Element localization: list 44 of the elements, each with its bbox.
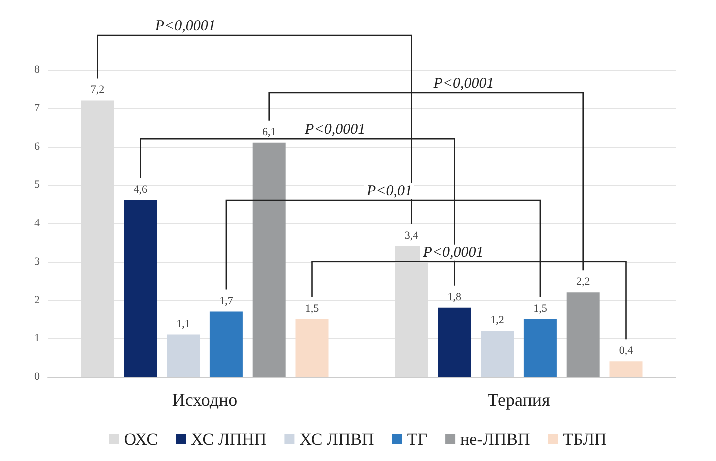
data-label: 0,4: [619, 345, 634, 358]
y-tick-label: 4: [34, 218, 40, 230]
bar: [124, 200, 158, 377]
bar: [566, 292, 600, 377]
annotation: P<0,01: [366, 183, 413, 200]
y-tick-label: 2: [34, 294, 40, 306]
legend-label: не-ЛПВП: [460, 430, 530, 449]
y-tick-label: 6: [34, 140, 40, 153]
bar: [481, 330, 514, 377]
y-tick-label: 7: [34, 102, 40, 114]
bar: [210, 312, 243, 377]
x-tick-label: Терапия: [488, 390, 550, 410]
bar: [167, 334, 200, 377]
legend-label: ХС ЛПНП: [191, 430, 267, 449]
annotation: P<0,0001: [432, 76, 494, 92]
legend-label: ТБЛП: [563, 430, 607, 449]
annotation: P<0,0001: [304, 122, 366, 138]
bar: [524, 319, 557, 377]
legend-label: ТГ: [407, 430, 428, 449]
data-label: 1,5: [534, 302, 548, 315]
data-label: 1,7: [220, 295, 234, 308]
x-tick-label: Исходно: [172, 390, 238, 410]
bar: [610, 362, 643, 377]
bar: [438, 308, 472, 377]
data-label: 7,2: [90, 84, 105, 96]
y-tick-label: 3: [34, 256, 40, 268]
y-tick-label: 1: [34, 332, 40, 345]
data-label: 1,1: [176, 318, 190, 330]
legend-label: ОХС: [124, 430, 158, 449]
data-label: 6,1: [262, 126, 276, 138]
y-tick-label: 0: [34, 371, 40, 383]
y-tick-label: 5: [34, 179, 40, 192]
bar: [252, 142, 286, 377]
data-label: 4,6: [134, 184, 148, 196]
text: P<0,0001: [154, 18, 216, 34]
y-tick-label: 8: [34, 64, 40, 76]
bar: [296, 319, 329, 377]
data-label: 1,5: [305, 302, 320, 315]
annotation: P<0,0001: [422, 244, 484, 261]
data-label: 2,2: [576, 276, 590, 288]
data-label: 1,8: [448, 291, 462, 304]
data-label: 1,2: [490, 314, 504, 326]
legend-label: ХС ЛПВП: [300, 430, 374, 449]
data-label: 3,4: [404, 230, 420, 242]
